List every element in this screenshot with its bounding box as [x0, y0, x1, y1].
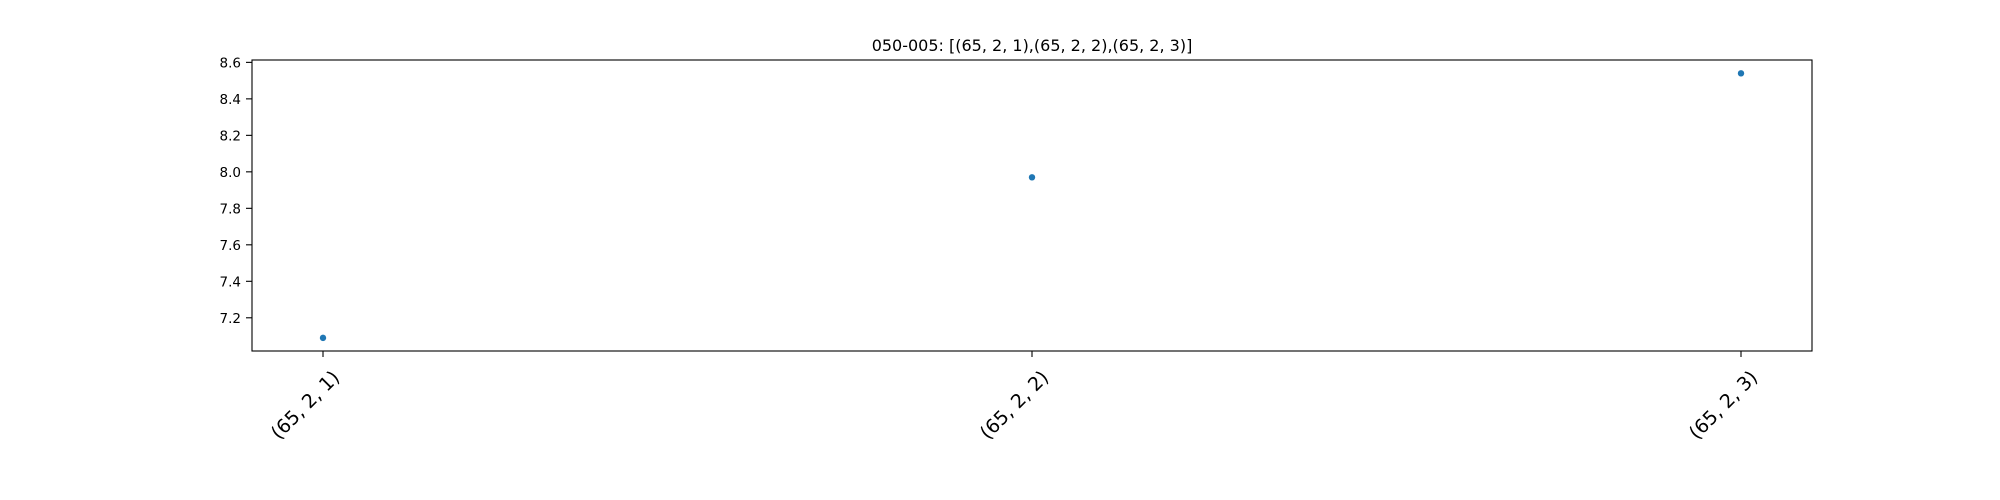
x-tick-label: (65, 2, 2) — [976, 367, 1053, 444]
data-point — [319, 334, 327, 342]
y-tick-label: 7.8 — [220, 201, 241, 217]
y-tick-label: 8.0 — [220, 165, 241, 181]
y-tick-label: 7.4 — [220, 274, 241, 290]
x-tick-label: (65, 2, 1) — [267, 367, 344, 444]
y-tick-label: 8.6 — [220, 55, 241, 71]
data-point — [1737, 70, 1745, 77]
y-tick-label: 7.6 — [220, 238, 241, 254]
x-axis-ticks: (65, 2, 1) (65, 2, 2) (65, 2, 3) — [267, 351, 1762, 444]
y-tick-label: 7.2 — [220, 311, 241, 327]
data-point — [1028, 174, 1036, 181]
x-tick-label: (65, 2, 3) — [1685, 367, 1762, 444]
axes-frame — [251, 59, 1813, 352]
y-tick-label: 8.4 — [220, 92, 241, 108]
chart-title: 050-005: [(65, 2, 1),(65, 2, 2),(65, 2, … — [872, 36, 1193, 55]
y-axis-ticks: 7.2 7.4 7.6 7.8 8.0 8.2 8.4 8.6 — [220, 55, 252, 327]
data-points — [319, 70, 1745, 342]
y-tick-label: 8.2 — [220, 128, 241, 144]
